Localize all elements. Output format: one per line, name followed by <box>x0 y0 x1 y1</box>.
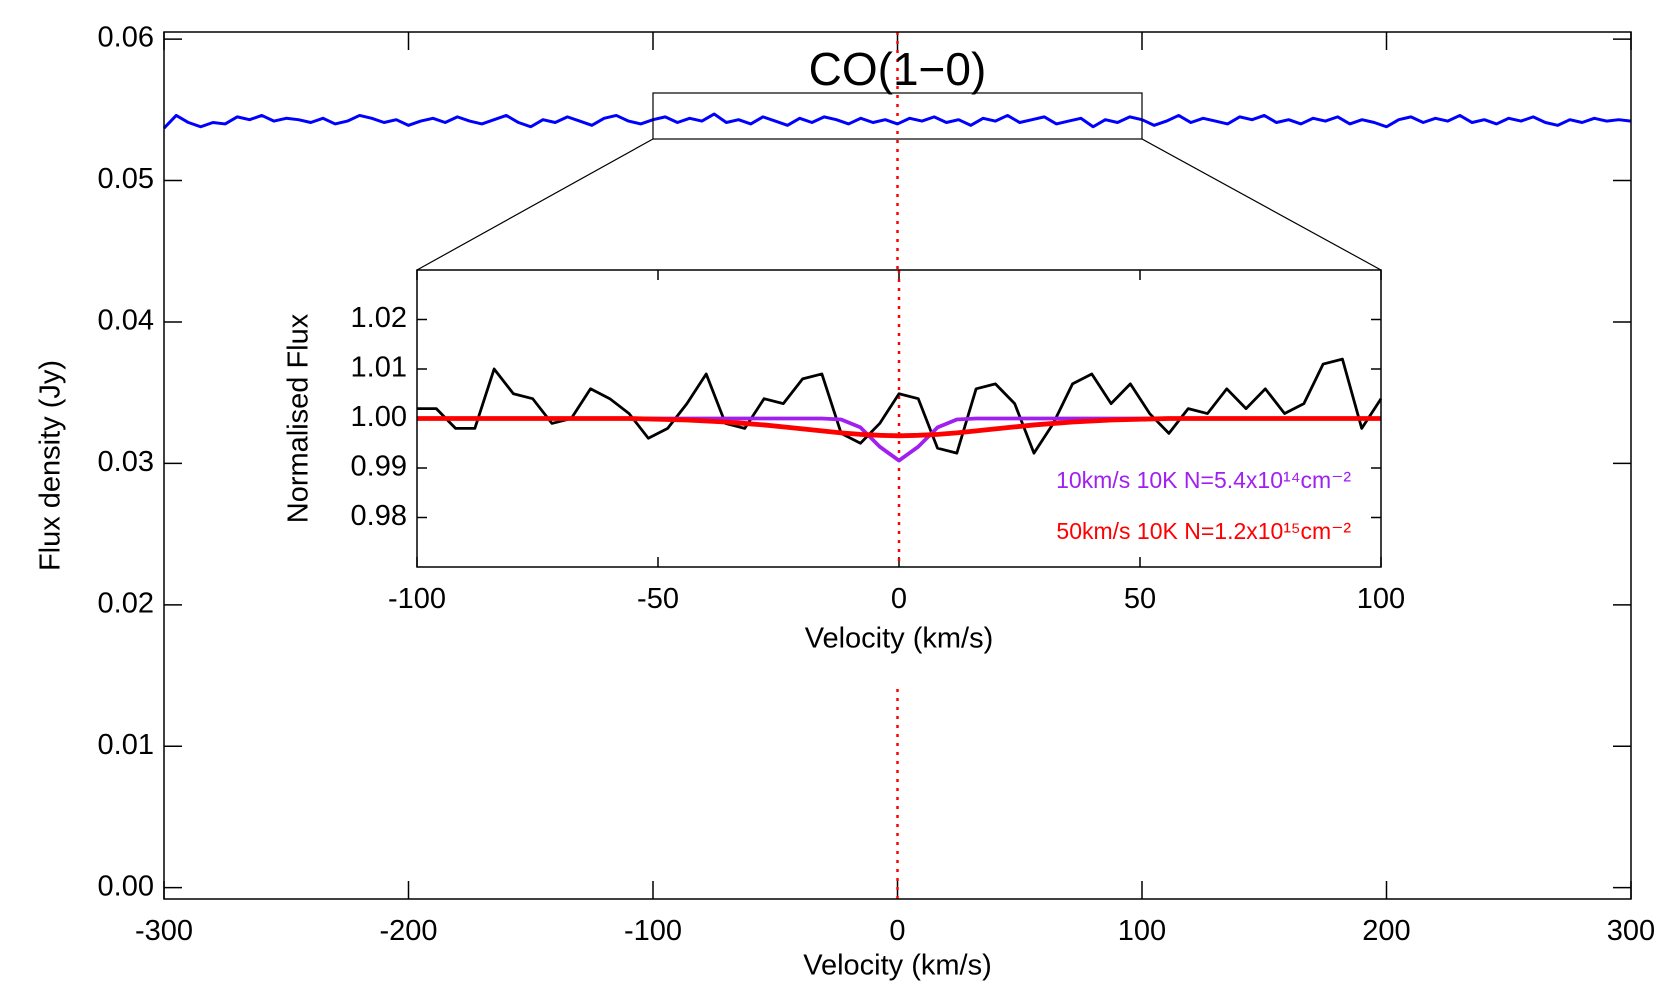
y-tick-label: 0.04 <box>98 305 154 337</box>
y-tick-label: 0.05 <box>98 163 154 195</box>
y-axis-label: Normalised Flux <box>283 313 315 523</box>
x-tick-label: 0 <box>891 583 907 615</box>
x-tick-label: 100 <box>1118 915 1166 947</box>
x-tick-label: 200 <box>1362 915 1410 947</box>
legend-entry: 50km/s 10K N=1.2x10¹⁵cm⁻² <box>1056 518 1351 544</box>
zoom-connector <box>416 138 654 271</box>
line-series <box>417 357 1383 455</box>
x-axis-label: Velocity (km/s) <box>805 623 994 655</box>
zoom-connector <box>1141 138 1382 271</box>
y-tick-label: 1.02 <box>351 302 407 334</box>
y-tick-label: 1.01 <box>351 352 407 384</box>
y-tick-label: 1.00 <box>351 401 407 433</box>
y-tick-label: 0.99 <box>351 451 407 483</box>
y-tick-label: 0.06 <box>98 22 154 54</box>
x-tick-label: 100 <box>1357 583 1405 615</box>
y-tick-label: 0.01 <box>98 729 154 761</box>
inset-background <box>270 271 1378 685</box>
legend-entry: 10km/s 10K N=5.4x10¹⁴cm⁻² <box>1056 467 1351 493</box>
x-tick-label: -300 <box>135 915 193 947</box>
x-tick-label: -100 <box>624 915 682 947</box>
x-axis-label: Velocity (km/s) <box>803 950 992 982</box>
x-tick-label: -100 <box>388 583 446 615</box>
x-tick-label: -200 <box>379 915 437 947</box>
y-axis-label: Flux density (Jy) <box>35 360 67 571</box>
zoom-box <box>652 92 1143 140</box>
x-tick-label: -50 <box>637 583 679 615</box>
y-tick-label: 0.03 <box>98 446 154 478</box>
y-tick-label: 0.98 <box>351 500 407 532</box>
x-tick-label: 50 <box>1124 583 1156 615</box>
plot-frame <box>163 31 1632 900</box>
line-series <box>162 112 1632 130</box>
x-tick-label: 300 <box>1607 915 1655 947</box>
x-tick-label: 0 <box>889 915 905 947</box>
chart-title: CO(1−0) <box>809 43 987 95</box>
line-series <box>417 416 1381 439</box>
y-tick-label: 0.00 <box>98 870 154 902</box>
plot-frame <box>416 269 1382 568</box>
y-tick-label: 0.02 <box>98 587 154 619</box>
